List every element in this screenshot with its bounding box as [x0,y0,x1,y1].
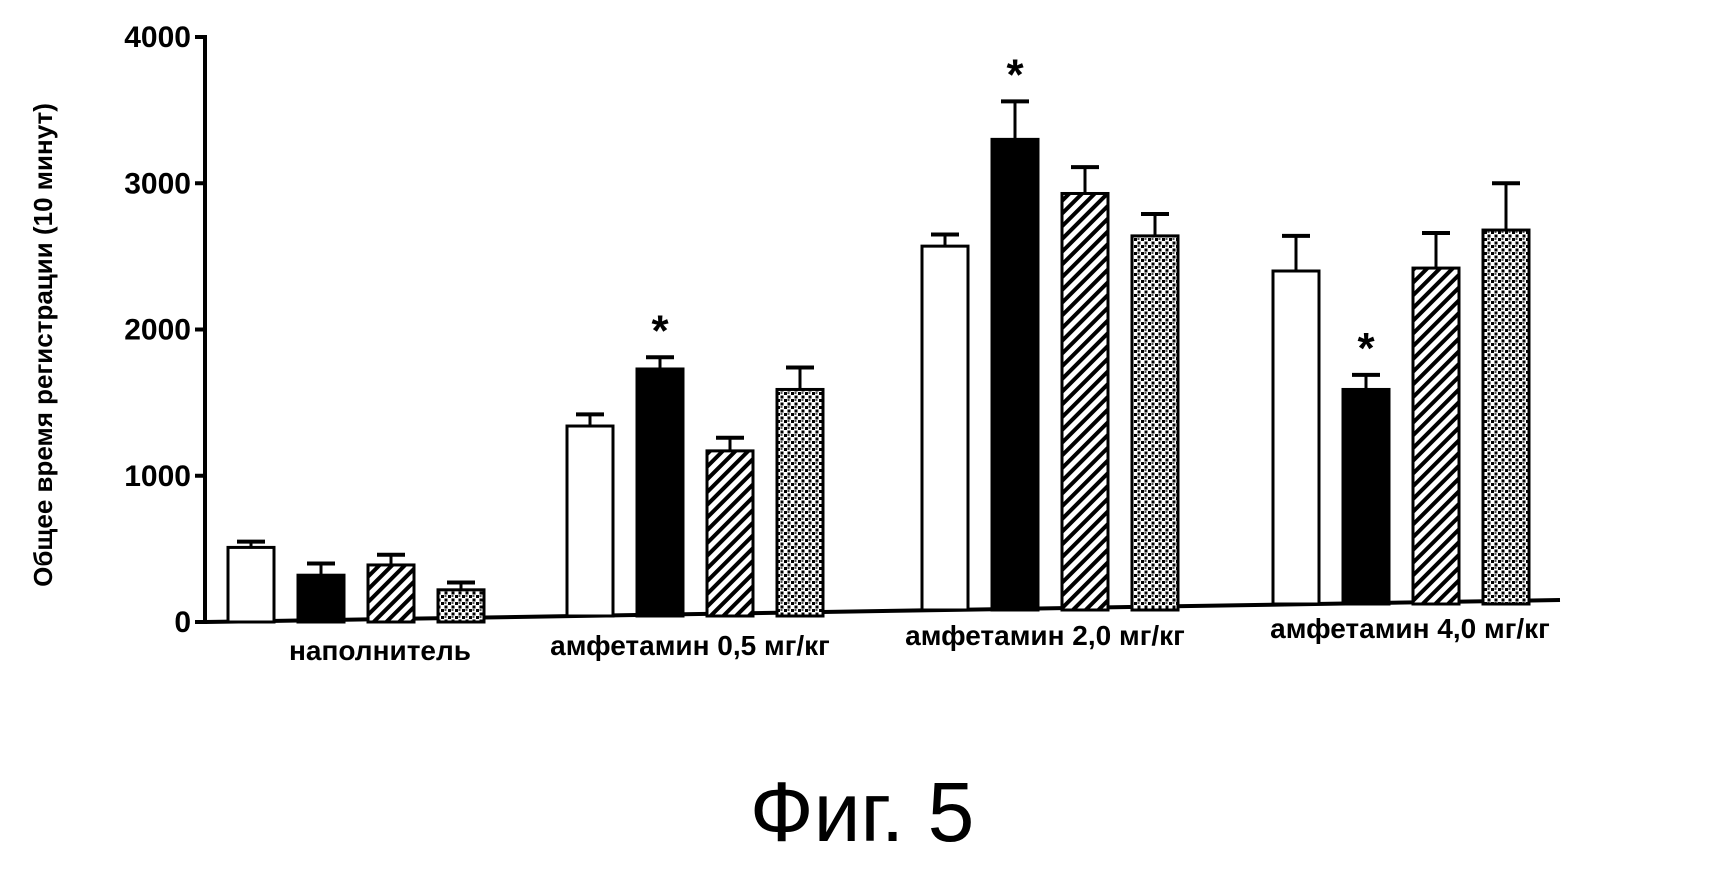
bar-white-2 [567,426,613,616]
category-label-3: амфетамин 2,0 мг/кг [905,620,1185,651]
figure-caption: Фиг. 5 [0,770,1724,854]
bar-black-2 [637,369,683,616]
significance-asterisk: * [1006,50,1024,99]
y-axis-ticks: 0 1000 2000 3000 4000 [124,21,205,639]
category-label-2: амфетамин 0,5 мг/кг [550,630,830,661]
bar-white-4 [1273,271,1319,604]
bar-crosshatch-2 [777,389,823,616]
y-axis-title-group: Общее время регистрации (10 минут) [28,103,58,587]
significance-asterisk: * [1357,324,1375,373]
y-tick-label: 3000 [124,167,191,200]
bar-diagonal-2 [707,451,753,616]
bar-white-3 [922,246,968,610]
bar-black-4 [1343,389,1389,604]
bar-crosshatch-3 [1132,236,1178,610]
y-tick-label: 1000 [124,460,191,493]
y-axis-title: Общее время регистрации (10 минут) [28,103,58,587]
category-label-4: амфетамин 4,0 мг/кг [1270,613,1550,644]
bar-diagonal-3 [1062,193,1108,610]
category-label-1: наполнитель [289,635,471,666]
bar-black-3 [992,139,1038,610]
y-tick-label: 2000 [124,314,191,347]
bar-black-1 [298,575,344,622]
y-tick-label: 0 [174,606,191,639]
bar-white-1 [228,547,274,622]
y-tick-label: 4000 [124,21,191,54]
bar-crosshatch-1 [438,590,484,622]
bar-crosshatch-4 [1483,230,1529,604]
significance-asterisk: * [651,306,669,355]
bars: * * * [228,50,1529,622]
bar-diagonal-1 [368,565,414,622]
bar-diagonal-4 [1413,268,1459,604]
